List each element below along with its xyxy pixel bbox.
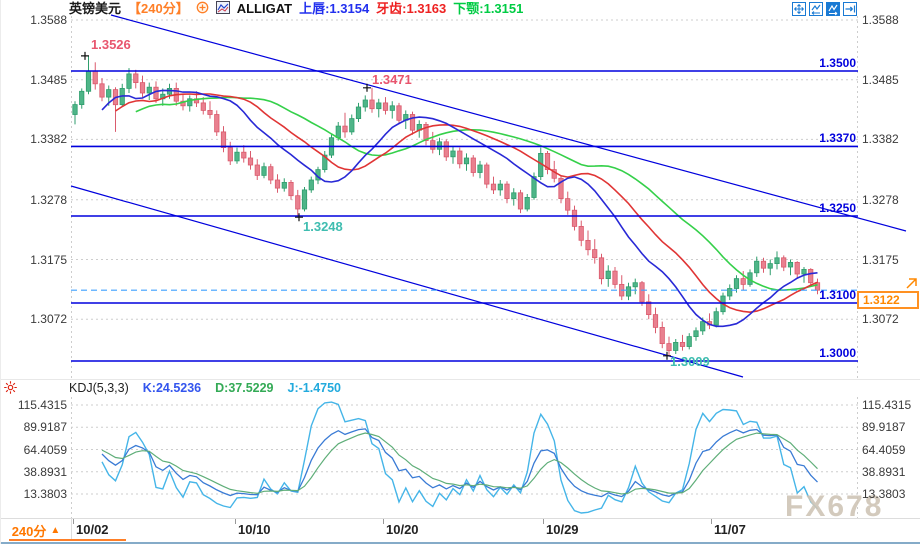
latest-arrow-icon xyxy=(906,278,917,289)
level-price-label: 1.3000 xyxy=(819,346,856,360)
panel-divider xyxy=(1,379,920,380)
alligator-lips-line xyxy=(101,89,818,328)
extreme-marker xyxy=(663,351,671,360)
kdj-header: KDJ(5,3,3) K:24.5236 D:37.5229 J:-1.4750 xyxy=(69,381,341,395)
date-label: 10/29 xyxy=(546,522,579,537)
symbol-name: 英镑美元 xyxy=(69,1,122,16)
last-price-badge: 1.3122 xyxy=(857,291,919,309)
level-price-label: 1.3250 xyxy=(819,201,856,215)
price-axis-label: 1.3382 xyxy=(30,132,67,147)
active-tab-underline xyxy=(9,539,126,541)
extreme-price-annotation: 1.3526 xyxy=(91,37,131,52)
trend-line xyxy=(70,185,744,378)
zoom-range-icon[interactable] xyxy=(826,2,840,16)
alligator-layer xyxy=(101,89,818,328)
timeframe-tab-arrow-icon: ▲ xyxy=(50,524,61,536)
date-label: 10/20 xyxy=(386,522,419,537)
level-price-label: 1.3100 xyxy=(819,288,856,302)
kdj-axis-label: 115.4315 xyxy=(862,398,912,412)
alligator-teeth-value: 牙齿:1.3163 xyxy=(376,1,447,16)
kdj-k-line xyxy=(101,428,818,498)
price-axis-label: 1.3382 xyxy=(862,132,899,147)
price-axis-label: 1.3588 xyxy=(30,12,67,27)
shift-right-icon[interactable] xyxy=(843,2,857,16)
trend-line xyxy=(110,14,907,232)
indicator-icon[interactable] xyxy=(215,1,230,17)
kdj-axis-label: 64.4059 xyxy=(862,442,906,457)
fit-range-icon[interactable] xyxy=(809,2,823,16)
price-axis-label: 1.3072 xyxy=(30,312,67,327)
kdj-j-value: J:-1.4750 xyxy=(287,381,342,395)
kdj-axis-label: 38.8931 xyxy=(23,464,67,479)
kdj-axis-label: 38.8931 xyxy=(862,464,906,479)
kdj-axis-label: 64.4059 xyxy=(23,442,67,457)
price-axis-label: 1.3278 xyxy=(30,192,67,207)
axis-divider xyxy=(1,518,920,519)
alligator-jaw-value: 下颚:1.3151 xyxy=(453,1,524,16)
window-bottom-edge xyxy=(1,542,920,544)
grid-layer xyxy=(71,16,858,518)
kdj-k-value: K:24.5236 xyxy=(142,381,202,395)
kdj-d-value: D:37.5229 xyxy=(215,381,274,395)
chart-toolbar xyxy=(792,2,857,16)
kdj-d-line xyxy=(101,432,818,495)
trendlines-layer xyxy=(70,14,907,378)
kdj-layer xyxy=(101,401,819,514)
watermark: FX678 xyxy=(785,490,884,523)
levels-layer xyxy=(71,70,858,362)
candles-layer xyxy=(72,55,821,356)
kdj-axis-label: 89.9187 xyxy=(23,420,67,435)
timeframe-label[interactable]: 【240分】 xyxy=(128,1,189,16)
alligator-teeth-line xyxy=(115,93,818,314)
price-axis-label: 1.3485 xyxy=(30,72,67,87)
price-axis-label: 1.3175 xyxy=(862,252,899,267)
extreme-price-annotation: 1.3248 xyxy=(303,219,343,234)
kdj-axis-label: 115.4315 xyxy=(17,398,67,412)
level-price-label: 1.3500 xyxy=(819,56,856,70)
extreme-price-annotation: 1.3471 xyxy=(372,72,412,87)
kdj-settings-icon[interactable] xyxy=(3,380,18,400)
price-axis-label: 1.3072 xyxy=(862,312,899,327)
kdj-axis-label: 89.9187 xyxy=(862,420,906,435)
date-label: 10/10 xyxy=(238,522,271,537)
kdj-axis-label: 13.3803 xyxy=(862,487,906,501)
price-axis-label: 1.3588 xyxy=(862,12,899,27)
alligator-jaw-line xyxy=(135,96,818,291)
level-price-label: 1.3370 xyxy=(819,131,856,146)
kdj-axis-label: 13.3803 xyxy=(23,487,67,501)
alligator-lips-value: 上唇:1.3154 xyxy=(299,1,370,16)
date-label: 11/07 xyxy=(714,522,746,537)
kdj-j-line xyxy=(101,401,819,514)
kdj-title[interactable]: KDJ(5,3,3) xyxy=(69,381,129,395)
date-label: 10/02 xyxy=(76,522,109,537)
price-axis-label: 1.3485 xyxy=(862,72,899,87)
chart-header: 英镑美元 【240分】 ALLIGAT 上唇:1.3154 牙齿:1.3163 … xyxy=(69,1,523,17)
collapse-icon[interactable] xyxy=(196,1,209,17)
extreme-marker xyxy=(295,213,303,222)
timeframe-tab-label: 240分 xyxy=(11,523,47,539)
move-icon[interactable] xyxy=(792,2,806,16)
price-axis-label: 1.3278 xyxy=(862,192,899,207)
extreme-marker xyxy=(363,83,371,92)
date-ticks xyxy=(73,519,712,524)
timeframe-tab[interactable]: 240分 ▲ xyxy=(1,519,72,541)
extreme-price-annotation: 1.3009 xyxy=(670,354,710,369)
extreme-marker xyxy=(81,51,89,60)
indicator-name[interactable]: ALLIGAT xyxy=(236,1,293,16)
price-axis-label: 1.3175 xyxy=(30,252,67,267)
